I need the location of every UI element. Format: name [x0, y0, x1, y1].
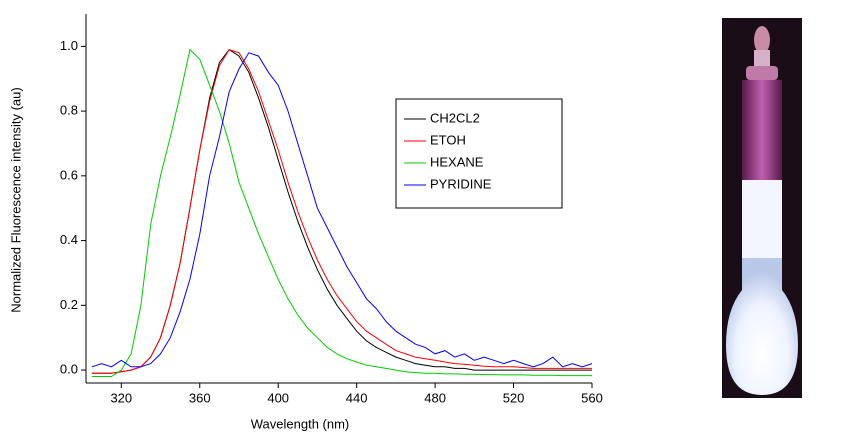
- legend-box: [395, 98, 563, 209]
- legend-label: HEXANE: [430, 154, 484, 169]
- y-axis-label: Normalized Fluorescence intensity (au): [8, 87, 23, 312]
- legend-label: ETOH: [430, 132, 466, 147]
- legend-label: CH2CL2: [430, 110, 480, 125]
- photo: [722, 18, 802, 398]
- x-axis-label: Wavelength (nm): [251, 416, 350, 431]
- y-tick-label: 0.2: [60, 297, 78, 312]
- y-tick-label: 1.0: [60, 38, 78, 53]
- y-tick-label: 0.8: [60, 103, 78, 118]
- x-tick-label: 320: [110, 390, 132, 405]
- series-line: [91, 48, 592, 374]
- y-tick-label: 0.4: [60, 232, 78, 247]
- x-tick-label: 520: [503, 390, 525, 405]
- legend-label: PYRIDINE: [430, 176, 492, 191]
- series-line: [91, 49, 592, 374]
- y-tick-label: 0.0: [60, 361, 78, 376]
- x-tick-label: 400: [267, 390, 289, 405]
- x-tick-label: 480: [424, 390, 446, 405]
- legend: CH2CL2 ETOH HEXANE PYRIDINE: [395, 98, 563, 209]
- x-tick-label: 560: [581, 390, 603, 405]
- series-line: [91, 52, 593, 368]
- x-tick-label: 360: [189, 390, 211, 405]
- x-tick-label: 440: [346, 390, 368, 405]
- series-line: [91, 48, 592, 377]
- y-tick-label: 0.6: [60, 167, 78, 182]
